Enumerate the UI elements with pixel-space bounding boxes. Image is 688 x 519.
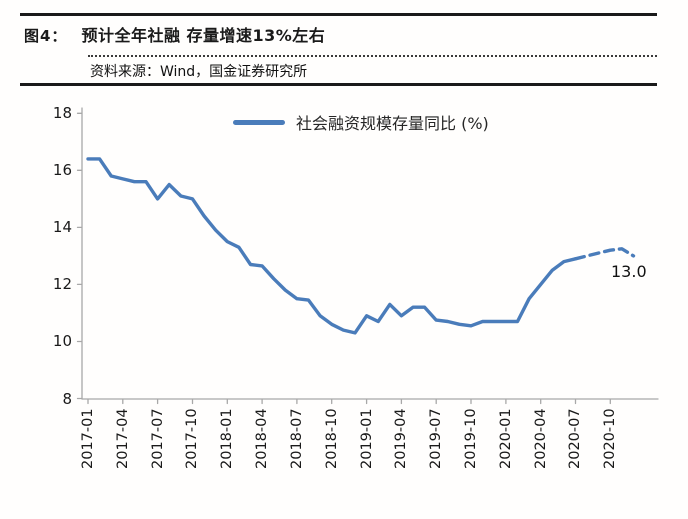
x-axis-label-2019-01: 2019-01 [358,408,375,469]
y-axis-label-16: 16 [52,161,72,180]
y-axis-label-18: 18 [52,104,72,123]
x-axis-label-2020-01: 2020-01 [497,408,514,469]
x-axis [81,398,659,405]
y-axis-label-8: 8 [62,389,72,408]
series-line-solid [86,157,578,335]
header-bottom-rule [20,83,657,86]
legend-line-swatch [233,119,285,125]
x-axis-label-2018-01: 2018-01 [219,408,236,469]
y-axis-label-14: 14 [52,218,72,237]
y-axis-label-12: 12 [52,275,72,294]
line-chart-canvas [76,107,659,405]
x-axis-label-2017-01: 2017-01 [80,408,96,469]
y-axis [76,107,83,400]
x-axis-label-2020-07: 2020-07 [567,408,584,469]
x-axis-label-2019-10: 2019-10 [463,408,480,469]
x-axis-label-2017-04: 2017-04 [114,408,131,469]
legend-label: 社会融资规模存量同比 (%) [296,114,489,133]
x-axis-label-2018-07: 2018-07 [288,408,305,469]
x-axis-label-2019-04: 2019-04 [393,408,410,469]
x-axis-label-2018-04: 2018-04 [254,408,271,469]
end-value-label: 13.0 [611,262,647,281]
series-line-dashed-forecast [573,247,636,261]
header-divider-dotted [88,55,657,57]
legend: 社会融资规模存量同比 (%) [233,110,489,134]
x-axis-label-2017-10: 2017-10 [184,408,201,469]
x-axis-label-2020-04: 2020-04 [532,408,549,469]
x-axis-label-2020-10: 2020-10 [602,408,619,469]
chart-area [0,95,688,519]
source-line: 资料来源：Wind，国金证券研究所 [90,64,308,80]
y-axis-label-10: 10 [52,332,72,351]
x-axis-label-2018-10: 2018-10 [323,408,340,469]
figure-label: 图4： [24,27,68,45]
figure-title: 预计全年社融 存量增速13%左右 [81,26,326,45]
x-axis-label-2019-07: 2019-07 [428,408,445,469]
top-rule [20,13,657,16]
x-axis-label-2017-07: 2017-07 [149,408,166,469]
figure-header: 图4： 预计全年社融 存量增速13%左右 [24,22,325,46]
